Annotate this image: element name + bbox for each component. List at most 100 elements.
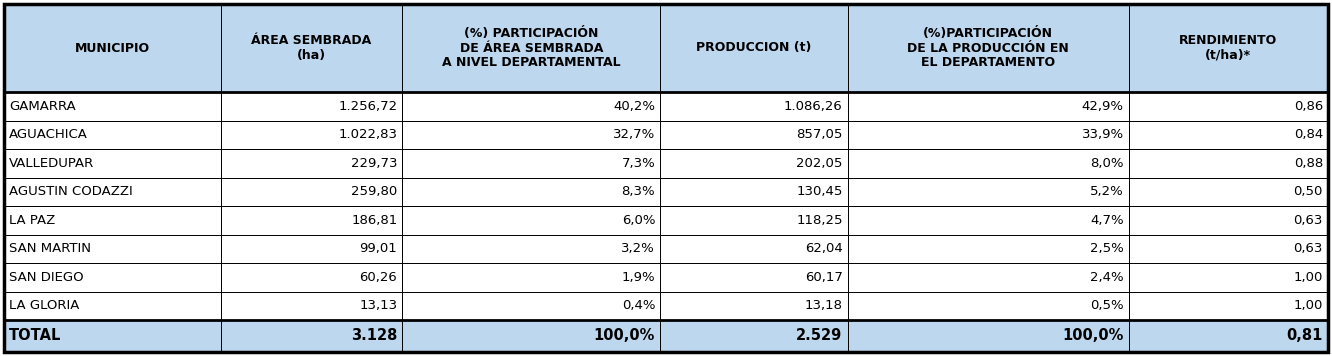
Text: 1,00: 1,00 (1293, 271, 1323, 284)
Bar (847, 263, 1128, 292)
Text: 0,4%: 0,4% (622, 299, 655, 312)
Bar (1128, 206, 1328, 235)
Text: SAN DIEGO: SAN DIEGO (9, 271, 84, 284)
Bar (661, 263, 847, 292)
Text: 130,45: 130,45 (797, 185, 843, 198)
Text: 186,81: 186,81 (352, 214, 397, 227)
Bar (221, 235, 402, 263)
Text: 33,9%: 33,9% (1082, 128, 1124, 141)
Bar (4, 149, 221, 178)
Bar (1128, 292, 1328, 320)
Bar (4, 178, 221, 206)
Text: AGUACHICA: AGUACHICA (9, 128, 88, 141)
Bar (4, 4, 221, 92)
Bar (847, 92, 1128, 120)
Text: RENDIMIENTO
(t/ha)*: RENDIMIENTO (t/ha)* (1179, 34, 1277, 62)
Bar (402, 92, 661, 120)
Text: PRODUCCION (t): PRODUCCION (t) (697, 42, 811, 54)
Text: SAN MARTIN: SAN MARTIN (9, 242, 91, 255)
Text: 42,9%: 42,9% (1082, 100, 1124, 113)
Bar (661, 320, 847, 352)
Text: 0,88: 0,88 (1293, 157, 1323, 170)
Bar (661, 149, 847, 178)
Text: LA PAZ: LA PAZ (9, 214, 55, 227)
Text: LA GLORIA: LA GLORIA (9, 299, 80, 312)
Bar (221, 292, 402, 320)
Bar (1128, 178, 1328, 206)
Text: 3.128: 3.128 (352, 329, 397, 344)
Bar (221, 4, 402, 92)
Text: 2.529: 2.529 (797, 329, 843, 344)
Text: 99,01: 99,01 (360, 242, 397, 255)
Bar (1128, 263, 1328, 292)
Text: 32,7%: 32,7% (613, 128, 655, 141)
Text: 62,04: 62,04 (805, 242, 843, 255)
Text: 40,2%: 40,2% (613, 100, 655, 113)
Text: 229,73: 229,73 (350, 157, 397, 170)
Bar (847, 292, 1128, 320)
Text: (%)PARTICIPACIÓN
DE LA PRODUCCIÓN EN
EL DEPARTAMENTO: (%)PARTICIPACIÓN DE LA PRODUCCIÓN EN EL … (907, 26, 1070, 69)
Bar (4, 206, 221, 235)
Bar (221, 206, 402, 235)
Text: 0,63: 0,63 (1293, 214, 1323, 227)
Bar (221, 320, 402, 352)
Text: TOTAL: TOTAL (9, 329, 61, 344)
Text: 1.022,83: 1.022,83 (338, 128, 397, 141)
Text: 118,25: 118,25 (797, 214, 843, 227)
Bar (402, 178, 661, 206)
Text: 2,5%: 2,5% (1090, 242, 1124, 255)
Text: 0,5%: 0,5% (1090, 299, 1124, 312)
Bar (1128, 4, 1328, 92)
Bar (661, 120, 847, 149)
Text: (%) PARTICIPACIÓN
DE ÁREA SEMBRADA
A NIVEL DEPARTAMENTAL: (%) PARTICIPACIÓN DE ÁREA SEMBRADA A NIV… (442, 26, 621, 69)
Bar (402, 149, 661, 178)
Bar (661, 292, 847, 320)
Bar (661, 178, 847, 206)
Bar (661, 206, 847, 235)
Text: 5,2%: 5,2% (1090, 185, 1124, 198)
Bar (221, 120, 402, 149)
Text: 0,86: 0,86 (1293, 100, 1323, 113)
Text: 1,00: 1,00 (1293, 299, 1323, 312)
Bar (402, 263, 661, 292)
Bar (847, 320, 1128, 352)
Text: 100,0%: 100,0% (1063, 329, 1124, 344)
Bar (847, 235, 1128, 263)
Text: 8,0%: 8,0% (1091, 157, 1124, 170)
Text: 4,7%: 4,7% (1090, 214, 1124, 227)
Bar (402, 206, 661, 235)
Bar (402, 292, 661, 320)
Text: 0,84: 0,84 (1293, 128, 1323, 141)
Bar (402, 120, 661, 149)
Bar (1128, 320, 1328, 352)
Text: 13,18: 13,18 (805, 299, 843, 312)
Bar (847, 4, 1128, 92)
Text: 60,17: 60,17 (805, 271, 843, 284)
Bar (847, 206, 1128, 235)
Text: 1,9%: 1,9% (622, 271, 655, 284)
Text: VALLEDUPAR: VALLEDUPAR (9, 157, 95, 170)
Bar (402, 235, 661, 263)
Text: AGUSTIN CODAZZI: AGUSTIN CODAZZI (9, 185, 133, 198)
Bar (402, 320, 661, 352)
Bar (1128, 149, 1328, 178)
Bar (661, 235, 847, 263)
Text: 259,80: 259,80 (352, 185, 397, 198)
Text: 6,0%: 6,0% (622, 214, 655, 227)
Bar (221, 92, 402, 120)
Bar (661, 4, 847, 92)
Bar (1128, 235, 1328, 263)
Bar (4, 320, 221, 352)
Bar (221, 149, 402, 178)
Text: 8,3%: 8,3% (622, 185, 655, 198)
Text: 13,13: 13,13 (360, 299, 397, 312)
Text: 1.086,26: 1.086,26 (783, 100, 843, 113)
Text: 857,05: 857,05 (797, 128, 843, 141)
Bar (4, 263, 221, 292)
Text: 0,81: 0,81 (1287, 329, 1323, 344)
Bar (847, 149, 1128, 178)
Bar (4, 120, 221, 149)
Bar (1128, 120, 1328, 149)
Text: 0,63: 0,63 (1293, 242, 1323, 255)
Text: 60,26: 60,26 (360, 271, 397, 284)
